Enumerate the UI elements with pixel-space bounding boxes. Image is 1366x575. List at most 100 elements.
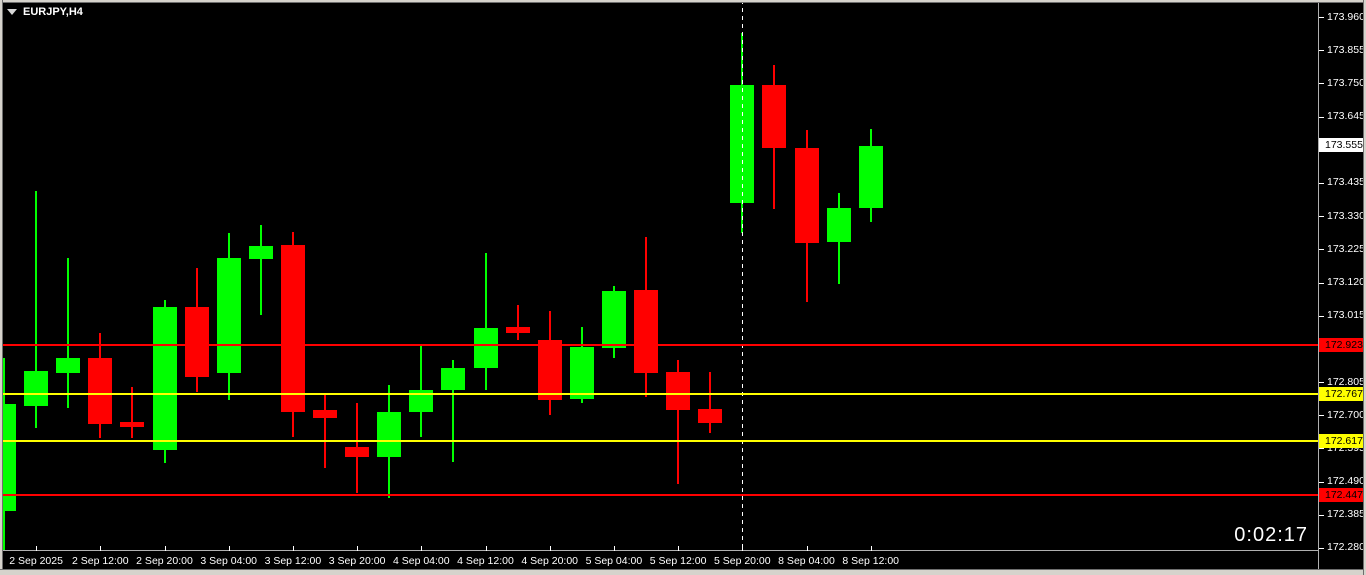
candle-wick xyxy=(709,371,712,433)
period-separator-line xyxy=(742,0,743,553)
bull-candle xyxy=(569,346,594,399)
time-tick xyxy=(357,546,359,551)
bear-candle xyxy=(88,358,113,425)
symbol-timeframe-text: EURJPY,H4 xyxy=(23,6,83,18)
time-tick xyxy=(292,546,294,551)
price-tick-label: 173.120 xyxy=(1327,276,1365,288)
bear-candle xyxy=(537,340,562,401)
time-tick-label: 4 Sep 20:00 xyxy=(521,555,579,567)
price-tick xyxy=(1319,216,1324,218)
bear-candle xyxy=(666,371,691,410)
price-tick-label: 173.645 xyxy=(1327,110,1365,123)
frame-top-inner xyxy=(0,2,1366,3)
time-tick-label: 5 Sep 12:00 xyxy=(649,555,707,567)
pivot-line[interactable] xyxy=(0,393,1318,396)
bear-candle xyxy=(794,147,819,243)
bull-candle xyxy=(24,370,49,407)
level-price-tag: 172.617 xyxy=(1319,434,1365,449)
price-tick xyxy=(1319,514,1324,516)
bear-candle xyxy=(345,446,370,457)
price-tick xyxy=(1319,547,1324,549)
price-tick xyxy=(1319,17,1324,19)
candle-wick xyxy=(484,252,487,390)
price-tick-label: 173.750 xyxy=(1327,76,1365,89)
price-tick xyxy=(1319,50,1324,52)
bull-candle xyxy=(152,306,177,450)
candle-wick xyxy=(131,386,134,438)
frame-right xyxy=(1364,0,1366,575)
time-tick-label: 3 Sep 04:00 xyxy=(200,555,258,567)
time-tick xyxy=(228,546,230,551)
time-tick-label: 2 Sep 2025 xyxy=(9,555,63,567)
bear-candle xyxy=(184,306,209,377)
frame-right-inner xyxy=(1363,0,1364,575)
bull-candle xyxy=(441,367,466,390)
price-tick xyxy=(1319,249,1324,251)
bull-candle xyxy=(216,257,241,373)
candle-wick xyxy=(324,392,326,468)
time-tick-label: 4 Sep 04:00 xyxy=(392,555,450,567)
time-tick-label: 2 Sep 12:00 xyxy=(71,555,129,567)
time-tick xyxy=(164,546,166,551)
time-tick xyxy=(613,546,615,551)
price-tick-label: 173.960 xyxy=(1327,10,1365,23)
time-tick-label: 2 Sep 20:00 xyxy=(136,555,193,567)
bull-candle xyxy=(409,389,434,413)
chevron-down-icon xyxy=(7,9,17,15)
price-tick xyxy=(1319,315,1324,317)
time-tick xyxy=(870,546,872,551)
price-tick-label: 173.855 xyxy=(1327,43,1365,56)
time-tick-label: 3 Sep 20:00 xyxy=(328,555,386,567)
price-tick xyxy=(1319,83,1324,85)
bear-candle xyxy=(698,408,723,423)
time-tick xyxy=(549,546,551,551)
level-price-tag: 172.767 xyxy=(1319,387,1365,402)
bear-candle xyxy=(313,409,337,419)
price-tick-label: 173.435 xyxy=(1327,176,1365,189)
price-tick xyxy=(1319,481,1324,483)
price-tick-label: 172.280 xyxy=(1327,541,1365,554)
time-tick-label: 8 Sep 04:00 xyxy=(778,555,835,567)
resistance-support-line[interactable] xyxy=(0,494,1318,497)
bull-candle xyxy=(0,403,16,511)
time-tick xyxy=(36,546,38,551)
time-tick-label: 3 Sep 12:00 xyxy=(264,555,322,567)
time-axis[interactable]: 2 Sep 2025 2 Sep 12:00 2 Sep 20:00 3 Sep 04… xyxy=(0,546,1318,571)
candle-wick xyxy=(35,190,38,428)
time-tick xyxy=(421,546,423,551)
frame-left xyxy=(0,0,2,575)
resistance-support-line[interactable] xyxy=(0,343,1318,346)
candle-wick xyxy=(259,224,262,316)
candle-wick xyxy=(452,359,455,462)
time-tick-label: 5 Sep 04:00 xyxy=(585,555,643,567)
price-tick-label: 173.015 xyxy=(1327,309,1365,322)
bull-candle xyxy=(377,412,402,457)
time-tick xyxy=(806,546,808,551)
price-tick xyxy=(1319,182,1324,184)
price-tick xyxy=(1319,448,1324,450)
price-tick-label: 172.490 xyxy=(1327,475,1365,488)
price-tick-label: 172.385 xyxy=(1327,508,1365,521)
time-tick xyxy=(678,546,680,551)
symbol-timeframe-label: EURJPY,H4 xyxy=(7,6,83,18)
bear-candle xyxy=(280,244,305,413)
time-tick xyxy=(742,546,744,551)
price-axis[interactable]: 172.923 172.767 172.617 172.447 173.960 173.8… xyxy=(1318,0,1366,575)
candle-wick xyxy=(67,257,70,408)
price-tick-label: 173.225 xyxy=(1327,242,1365,255)
time-tick-label: 4 Sep 12:00 xyxy=(457,555,514,567)
bull-candle xyxy=(473,328,498,368)
time-tick-label: 5 Sep 20:00 xyxy=(713,555,771,567)
bull-candle xyxy=(248,245,273,259)
price-chart-plot[interactable]: EURJPY,H4 0:02:17 xyxy=(0,0,1318,553)
pivot-line[interactable] xyxy=(0,440,1318,443)
bear-candle xyxy=(634,289,658,373)
bull-candle xyxy=(601,291,626,348)
frame-left-inner xyxy=(2,0,3,575)
time-tick xyxy=(485,546,487,551)
candle-wick xyxy=(516,304,519,340)
price-tick-label: 172.805 xyxy=(1327,375,1365,388)
price-tick xyxy=(1319,415,1324,417)
bear-candle xyxy=(762,85,787,148)
price-tick-label: 173.330 xyxy=(1327,209,1365,222)
